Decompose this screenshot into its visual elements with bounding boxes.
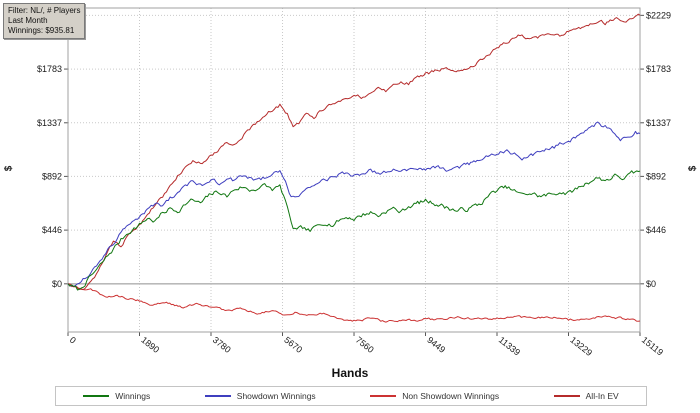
series-line-all-in-ev: [67, 13, 641, 291]
y-axis-unit-right: $: [687, 165, 699, 172]
series-line-showdown-winnings: [67, 121, 641, 287]
y-tick-label-left: $1337: [37, 118, 62, 128]
y-tick-label-left: $0: [52, 279, 62, 289]
x-tick-label: 15119: [640, 335, 665, 358]
x-tick-label: 5670: [282, 335, 304, 355]
y-tick-label-left: $892: [42, 171, 62, 181]
y-tick-label-right: $1783: [646, 64, 671, 74]
x-tick-label: 0: [68, 335, 78, 346]
y-tick-label-left: $446: [42, 225, 62, 235]
filter-winnings-line: Winnings: $935.81: [8, 26, 75, 35]
legend-label-all-in-ev: All-In EV: [585, 391, 619, 401]
legend-item-all-in-ev: All-In EV: [553, 391, 619, 401]
series-line-winnings: [67, 170, 641, 291]
legend-item-winnings: Winnings: [83, 391, 150, 401]
y-axis-unit-left: $: [3, 165, 15, 172]
plot-border: [67, 7, 641, 333]
legend-label-showdown-winnings: Showdown Winnings: [236, 391, 316, 401]
y-tick-label-right: $446: [646, 225, 666, 235]
legend-line-sample-winnings: [83, 395, 110, 397]
legend-item-showdown-winnings: Showdown Winnings: [204, 391, 316, 401]
x-tick-label: 7560: [354, 335, 376, 355]
legend-line-sample-all-in-ev: [553, 395, 580, 397]
y-tick-label-right: $1337: [646, 118, 671, 128]
x-tick-label: 13229: [568, 335, 594, 358]
legend-item-non-showdown-winnings: Non Showdown Winnings: [370, 391, 499, 401]
legend: Winnings Showdown Winnings Non Showdown Wi…: [55, 386, 647, 406]
x-tick-label: 1890: [139, 335, 161, 355]
filter-info-box: Filter: NL/, # Players Last Month Winnin…: [3, 3, 86, 39]
filter-line: Filter: NL/, # Players: [8, 6, 81, 15]
legend-label-non-showdown-winnings: Non Showdown Winnings: [402, 391, 500, 401]
x-tick-label: 3780: [211, 335, 233, 355]
series-line-non-showdown-winnings: [67, 283, 641, 323]
y-tick-label-right: $892: [646, 171, 666, 181]
legend-label-winnings: Winnings: [115, 391, 151, 401]
x-axis-title: Hands: [331, 366, 369, 380]
filter-period-line: Last Month: [8, 16, 48, 25]
y-tick-label-left: $1783: [37, 64, 62, 74]
legend-line-sample-showdown-winnings: [204, 395, 231, 397]
x-tick-label: 11339: [497, 335, 522, 358]
y-tick-label-right: $2229: [646, 10, 671, 20]
legend-line-sample-non-showdown-winnings: [370, 395, 397, 397]
y-tick-label-right: $0: [646, 279, 656, 289]
x-tick-label: 9449: [425, 335, 447, 355]
